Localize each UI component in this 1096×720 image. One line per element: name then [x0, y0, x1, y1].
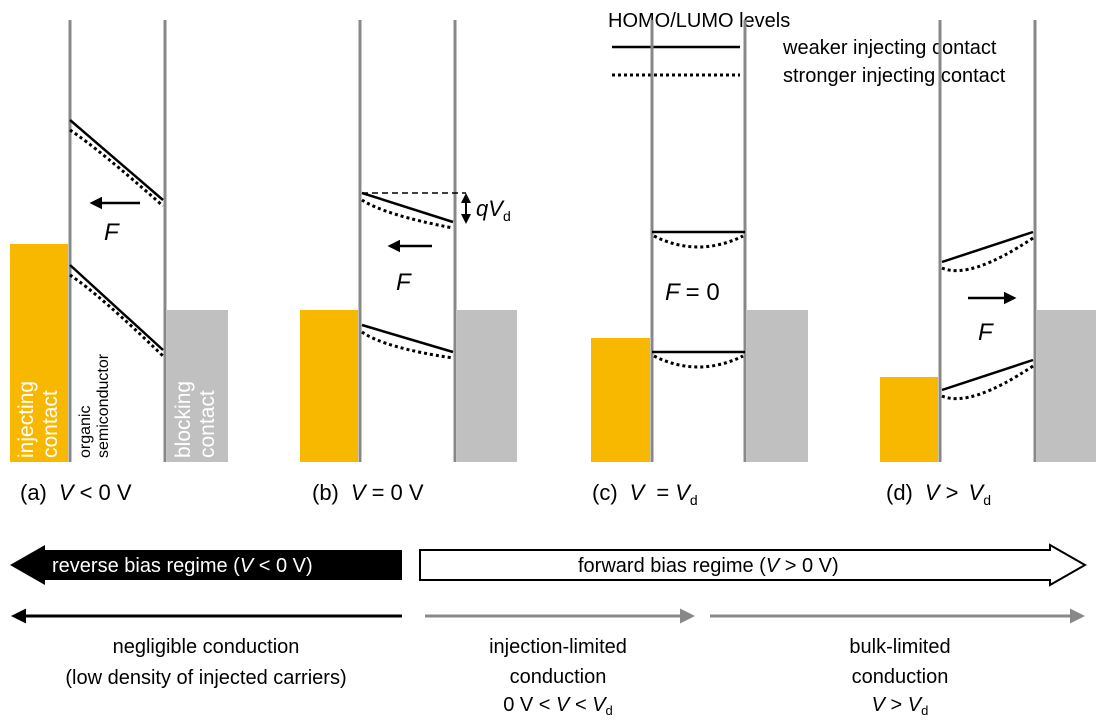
- field-label: F = 0: [665, 279, 720, 306]
- injecting-contact: [591, 338, 650, 462]
- level: [653, 234, 744, 249]
- blocking-contact: [167, 310, 228, 462]
- conduction-label: conduction: [852, 666, 949, 688]
- conduction-label: conduction: [510, 666, 607, 688]
- blocking-contact: [1037, 310, 1096, 462]
- field-label: F: [104, 219, 120, 246]
- regime-label: forward bias regime (V > 0 V): [578, 555, 839, 577]
- level: [941, 358, 1034, 392]
- level: [941, 236, 1034, 273]
- layer-label: organicsemiconductor: [77, 353, 112, 458]
- conduction-label: injection-limited: [489, 636, 627, 658]
- blocking-contact: [747, 310, 808, 462]
- level: [653, 354, 744, 369]
- panel-label: (b) V = 0 V: [312, 480, 424, 505]
- regime-label: reverse bias regime (V < 0 V): [52, 555, 313, 577]
- conduction-range: 0 V < V < Vd: [503, 694, 613, 718]
- panel-label: (c) V = Vd: [592, 480, 698, 508]
- layer-label: injectingcontact: [15, 381, 62, 458]
- level: [69, 264, 164, 351]
- legend-item: weaker injecting contact: [782, 37, 997, 59]
- level: [69, 273, 165, 358]
- injecting-contact: [880, 377, 938, 462]
- legend-title: HOMO/LUMO levels: [608, 10, 790, 32]
- injecting-contact: [300, 310, 358, 462]
- offset-label: qVd: [476, 196, 511, 224]
- conduction-label: negligible conduction: [113, 636, 300, 658]
- blocking-contact: [457, 310, 517, 462]
- conduction-label: bulk-limited: [849, 636, 950, 658]
- conduction-range: V > Vd: [872, 694, 929, 718]
- layer-label: blockingcontact: [172, 381, 219, 458]
- level: [361, 191, 454, 224]
- field-label: F: [978, 319, 994, 346]
- panel-label: (a) V < 0 V: [20, 480, 132, 505]
- injecting-contact: [10, 244, 68, 462]
- forward-arrow: [419, 543, 1088, 587]
- level: [69, 119, 164, 201]
- conduction-label: (low density of injected carriers): [65, 667, 346, 689]
- level: [69, 128, 164, 208]
- level: [941, 364, 1034, 401]
- legend-item: stronger injecting contact: [783, 65, 1006, 87]
- level: [361, 323, 454, 354]
- panel-c: F = 0 (c) V = Vd: [591, 20, 808, 508]
- panel-label: (d) V > Vd: [886, 480, 991, 508]
- level: [941, 230, 1034, 264]
- legend: HOMO/LUMO levels weaker injecting contac…: [608, 10, 1006, 87]
- level: [361, 198, 454, 230]
- field-label: F: [396, 269, 412, 296]
- reverse-arrow: [10, 545, 402, 585]
- panel-b: qVd F (b) V = 0 V: [300, 20, 517, 505]
- panel-a: F injectingcontact organicsemiconductor …: [10, 20, 228, 505]
- panel-d: F (d) V > Vd: [880, 20, 1096, 508]
- level: [361, 330, 454, 360]
